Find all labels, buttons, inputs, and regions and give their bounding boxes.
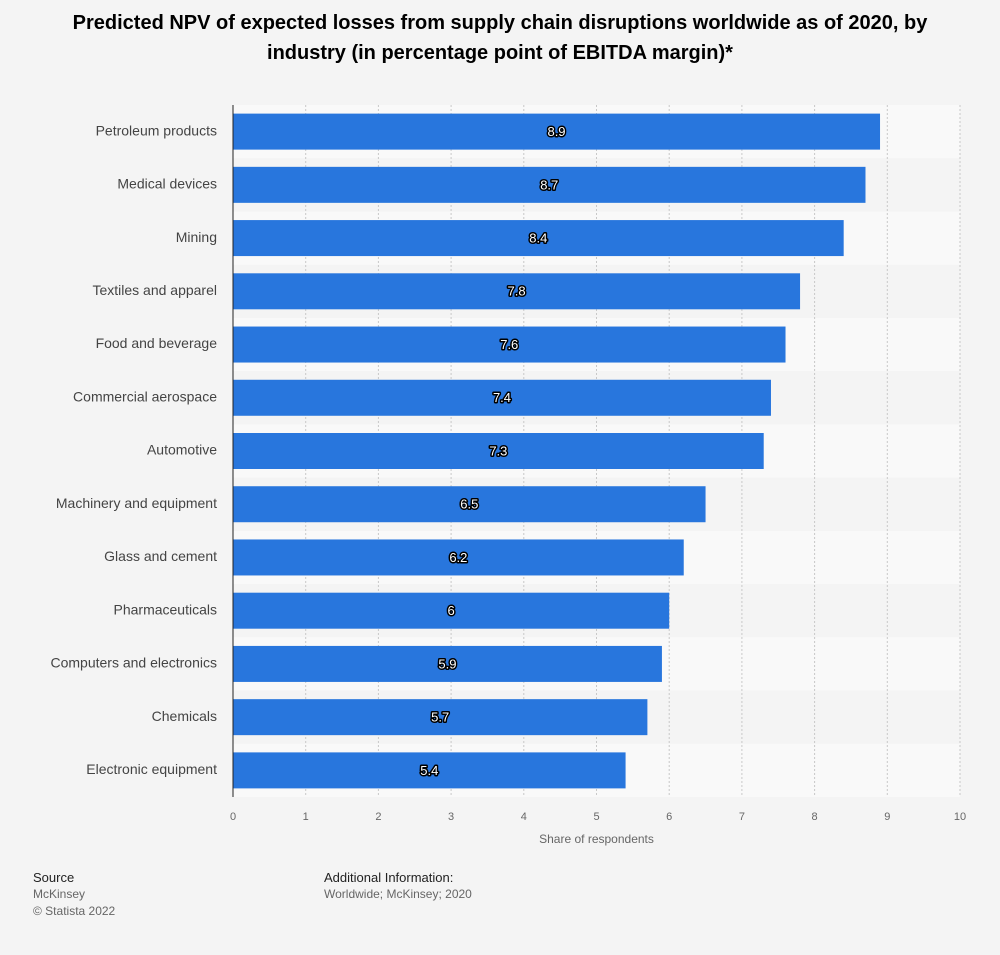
y-tick-label: Machinery and equipment [56,495,217,511]
info: Worldwide; McKinsey; 2020 [324,887,472,901]
x-tick-label: 1 [303,811,309,823]
bar [233,379,771,416]
data-label: 6.2 [449,550,467,565]
data-label: 5.9 [438,656,456,671]
bar [233,166,866,203]
x-tick-label: 2 [375,811,381,823]
bar [233,645,662,682]
bar [233,326,786,363]
bar [233,699,648,736]
chart-title: Predicted NPV of expected losses from su… [72,12,928,64]
data-label: 7.6 [500,337,518,352]
y-tick-label: Pharmaceuticals [114,601,218,617]
y-tick-label: Computers and electronics [50,655,217,671]
y-tick-label: Glass and cement [104,548,217,564]
bar [233,752,626,789]
y-tick-label: Commercial aerospace [73,388,217,404]
copyright: © Statista 2022 [33,904,116,918]
x-tick-label: 4 [521,811,527,823]
y-tick-label: Automotive [147,442,217,458]
x-tick-label: 10 [954,811,966,823]
source-title: Source [33,870,75,885]
bar [233,592,670,629]
bar [233,273,801,310]
y-tick-label: Electronic equipment [86,761,217,777]
data-label: 6 [447,603,454,618]
bar [233,113,881,150]
y-tick-label: Petroleum products [96,122,217,138]
data-label: 7.8 [507,284,525,299]
x-tick-label: 6 [666,811,672,823]
y-tick-label: Chemicals [152,708,217,724]
y-tick-label: Textiles and apparel [92,282,217,298]
x-tick-label: 8 [812,811,818,823]
bar [233,433,764,469]
data-label: 7.3 [489,443,507,458]
info-title: Additional Information: [324,870,454,885]
bar [233,220,844,257]
x-tick-label: 9 [884,811,890,823]
x-axis-label: Share of respondents [539,832,654,846]
data-label: 5.7 [431,710,449,725]
y-tick-label: Mining [176,229,217,245]
data-label: 5.4 [420,763,438,778]
bar [233,486,706,523]
y-tick-label: Food and beverage [96,335,218,351]
data-label: 8.7 [540,177,558,192]
data-label: 8.9 [547,124,565,139]
y-tick-label: Medical devices [117,176,217,192]
x-tick-label: 5 [593,811,599,823]
data-label: 7.4 [493,390,511,405]
x-tick-label: 7 [739,811,745,823]
source: McKinsey [33,887,86,901]
data-label: 6.5 [460,497,478,512]
data-label: 8.4 [529,231,547,246]
x-tick-label: 3 [448,811,454,823]
bar [233,539,684,576]
x-tick-label: 0 [230,811,236,823]
